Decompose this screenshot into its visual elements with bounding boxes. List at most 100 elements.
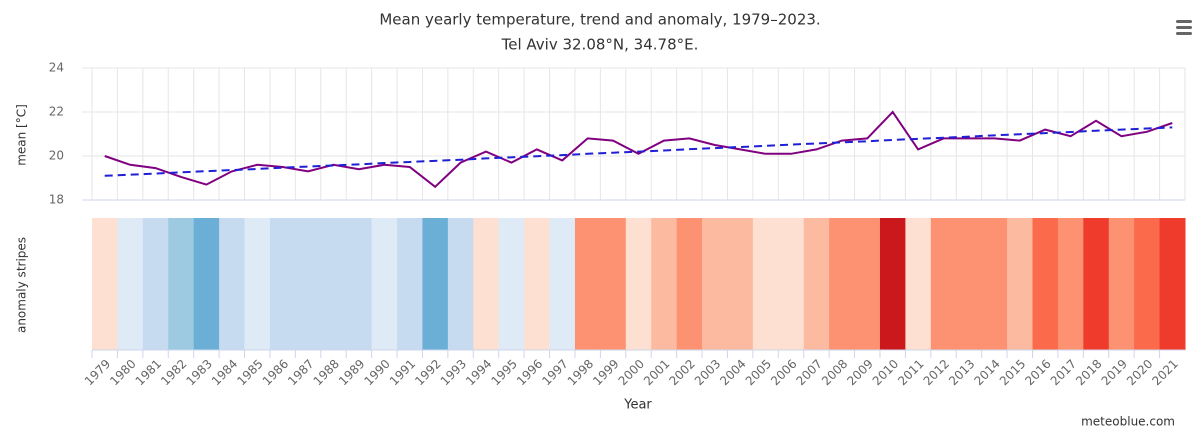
data-line [104, 110, 1173, 189]
anomaly-stripe [193, 218, 220, 350]
anomaly-stripe [371, 218, 398, 350]
x-tick-label: 1989 [336, 357, 367, 388]
anomaly-stripe [244, 218, 271, 350]
anomaly-stripe [1159, 218, 1186, 350]
x-tick-label: 1992 [412, 357, 443, 388]
anomaly-stripe [651, 218, 678, 350]
x-tick-label: 2018 [1073, 357, 1104, 388]
anomaly-stripe [905, 218, 932, 350]
x-tick-label: 1991 [387, 357, 418, 388]
x-tick-label: 1994 [463, 357, 494, 388]
x-tick-label: 2008 [819, 357, 850, 388]
anomaly-stripe [1083, 218, 1110, 350]
x-tick-label: 1998 [565, 357, 596, 388]
x-tick-label: 1986 [260, 357, 291, 388]
x-tick-label: 2003 [692, 357, 723, 388]
x-tick-label: 1999 [590, 357, 621, 388]
x-tick-label: 1990 [361, 357, 392, 388]
anomaly-stripe [1007, 218, 1033, 350]
y-tick-label: 20 [49, 149, 64, 163]
x-tick-label: 1979 [82, 357, 113, 388]
anomaly-stripe [422, 218, 449, 350]
anomaly-stripe [498, 218, 525, 350]
anomaly-stripe [803, 218, 830, 350]
x-tick-label: 2012 [921, 357, 952, 388]
anomaly-stripe [981, 218, 1008, 350]
y-axis-title: mean [°C] [15, 104, 29, 166]
menu-icon[interactable] [1176, 20, 1192, 35]
anomaly-stripe [397, 218, 423, 350]
x-tick-label: 1996 [514, 357, 545, 388]
x-tick-label: 1988 [311, 357, 342, 388]
x-tick-label: 1993 [438, 357, 469, 388]
x-tick-label: 2004 [717, 357, 748, 388]
anomaly-stripe [269, 218, 296, 350]
anomaly-stripe [447, 218, 474, 350]
x-tick-label: 2017 [1048, 357, 1079, 388]
stripes-axis-title: anomaly stripes [15, 237, 29, 333]
x-tick-label: 1987 [285, 357, 316, 388]
x-tick-label: 2019 [1099, 357, 1130, 388]
anomaly-stripe [574, 218, 601, 350]
chart-title: Mean yearly temperature, trend and anoma… [379, 11, 820, 29]
anomaly-stripe [142, 218, 169, 350]
x-axis-title: Year [623, 398, 652, 413]
anomaly-stripe [1057, 218, 1084, 350]
anomaly-stripe [702, 218, 728, 350]
trend-line [104, 126, 1173, 177]
x-tick-label: 2013 [946, 357, 977, 388]
x-tick-label: 1982 [158, 357, 189, 388]
anomaly-stripe [879, 218, 906, 350]
anomaly-stripe [778, 218, 805, 350]
anomaly-stripe [1032, 218, 1059, 350]
x-tick-label: 2001 [641, 357, 672, 388]
anomaly-stripe [752, 218, 779, 350]
anomaly-stripe [1108, 218, 1135, 350]
anomaly-stripe [549, 218, 576, 350]
x-tick-label: 2015 [997, 357, 1028, 388]
x-tick-label: 1983 [183, 357, 214, 388]
x-tick-label: 2000 [616, 357, 647, 388]
y-tick-label: 24 [49, 61, 64, 75]
x-tick-label: 1984 [209, 357, 240, 388]
anomaly-stripe [1134, 218, 1161, 350]
anomaly-stripe [346, 218, 373, 350]
x-tick-label: 2006 [768, 357, 799, 388]
anomaly-stripe [320, 218, 347, 350]
y-tick-label: 22 [49, 105, 64, 119]
x-tick-label: 1995 [489, 357, 520, 388]
anomaly-stripe [829, 218, 856, 350]
x-tick-label: 1997 [539, 357, 570, 388]
anomaly-stripe [930, 218, 957, 350]
x-tick-label: 2016 [1022, 357, 1053, 388]
x-tick-label: 2020 [1124, 357, 1155, 388]
anomaly-stripe [676, 218, 703, 350]
y-tick-label: 18 [49, 193, 64, 207]
anomaly-stripe [473, 218, 500, 350]
anomaly-stripe [854, 218, 881, 350]
x-tick-label: 1981 [133, 357, 164, 388]
anomaly-stripe [168, 218, 195, 350]
x-tick-label: 2002 [666, 357, 697, 388]
x-tick-label: 2007 [794, 357, 825, 388]
chart-subtitle: Tel Aviv 32.08°N, 34.78°E. [501, 36, 699, 54]
x-tick-label: 2005 [743, 357, 774, 388]
anomaly-stripe [524, 218, 551, 350]
x-tick-label: 1980 [107, 357, 138, 388]
credit: meteoblue.com [1081, 415, 1175, 429]
anomaly-stripe [625, 218, 652, 350]
x-tick-label: 2011 [895, 357, 926, 388]
x-tick-label: 1985 [234, 357, 265, 388]
x-tick-label: 2009 [844, 357, 875, 388]
anomaly-stripe [600, 218, 627, 350]
anomaly-stripe [92, 218, 118, 350]
anomaly-stripe [117, 218, 144, 350]
x-tick-label: 2021 [1149, 357, 1180, 388]
anomaly-stripe [295, 218, 322, 350]
anomaly-stripe [219, 218, 246, 350]
x-tick-label: 2010 [870, 357, 901, 388]
x-tick-label: 2014 [971, 357, 1002, 388]
anomaly-stripe [727, 218, 754, 350]
